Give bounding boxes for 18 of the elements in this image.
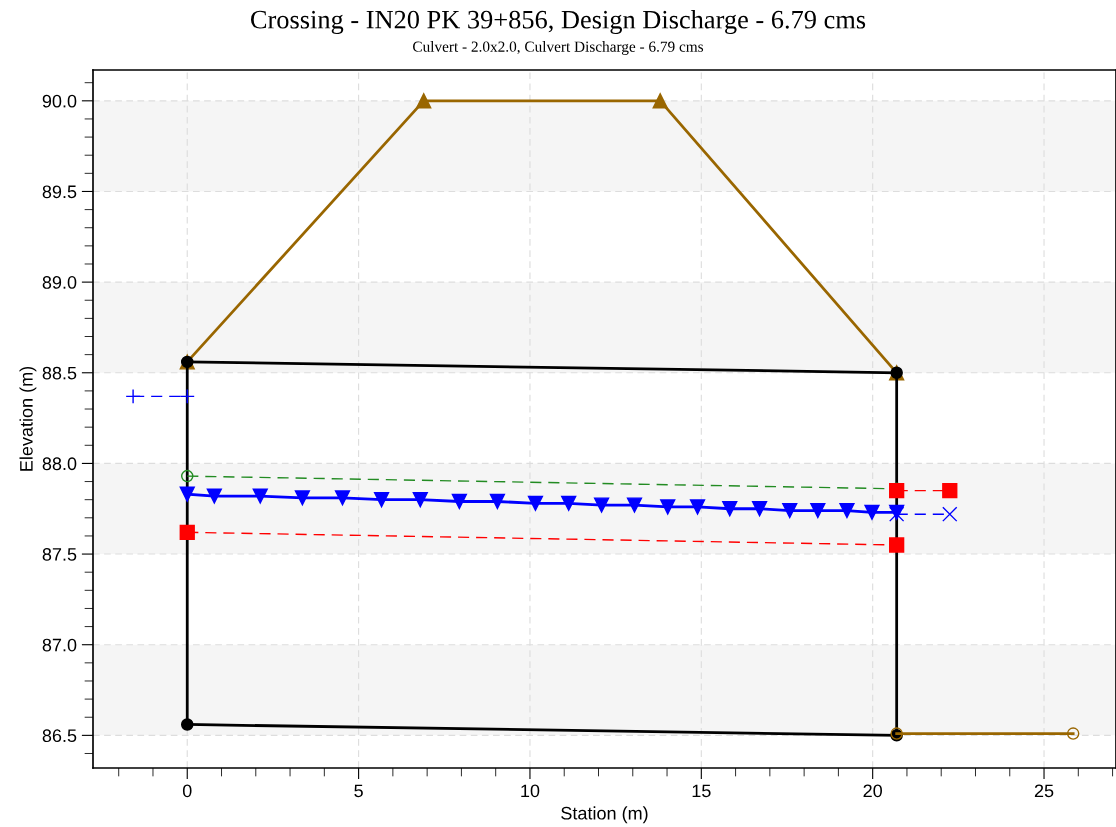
y-tick-label: 87.5	[42, 548, 77, 561]
y-tick-label: 86.5	[42, 729, 77, 743]
chart-title: Crossing - IN20 PK 39+856, Design Discharge - 6.79 cms	[250, 10, 866, 34]
y-tick-label: 89.0	[42, 276, 77, 289]
y-tick-label: 88.0	[42, 457, 77, 471]
y-tick-label: 88.5	[42, 366, 77, 380]
x-tick-label: 0	[182, 784, 192, 798]
x-tick-label: 15	[692, 784, 711, 798]
y-tick-label: 87.0	[42, 638, 77, 652]
y-tick-label: 90.0	[42, 94, 77, 108]
x-tick-label: 5	[354, 784, 363, 798]
x-tick-label: 20	[863, 784, 883, 798]
chart-subtitle: Culvert - 2.0x2.0, Culvert Discharge - 6.79 cms	[413, 41, 704, 55]
x-axis-title: Station (m)	[561, 806, 648, 824]
y-axis-title: Elevation (m)	[19, 366, 37, 471]
y-tick-label: 89.5	[42, 185, 77, 199]
x-tick-label: 25	[1034, 784, 1054, 798]
x-tick-label: 10	[521, 784, 540, 798]
